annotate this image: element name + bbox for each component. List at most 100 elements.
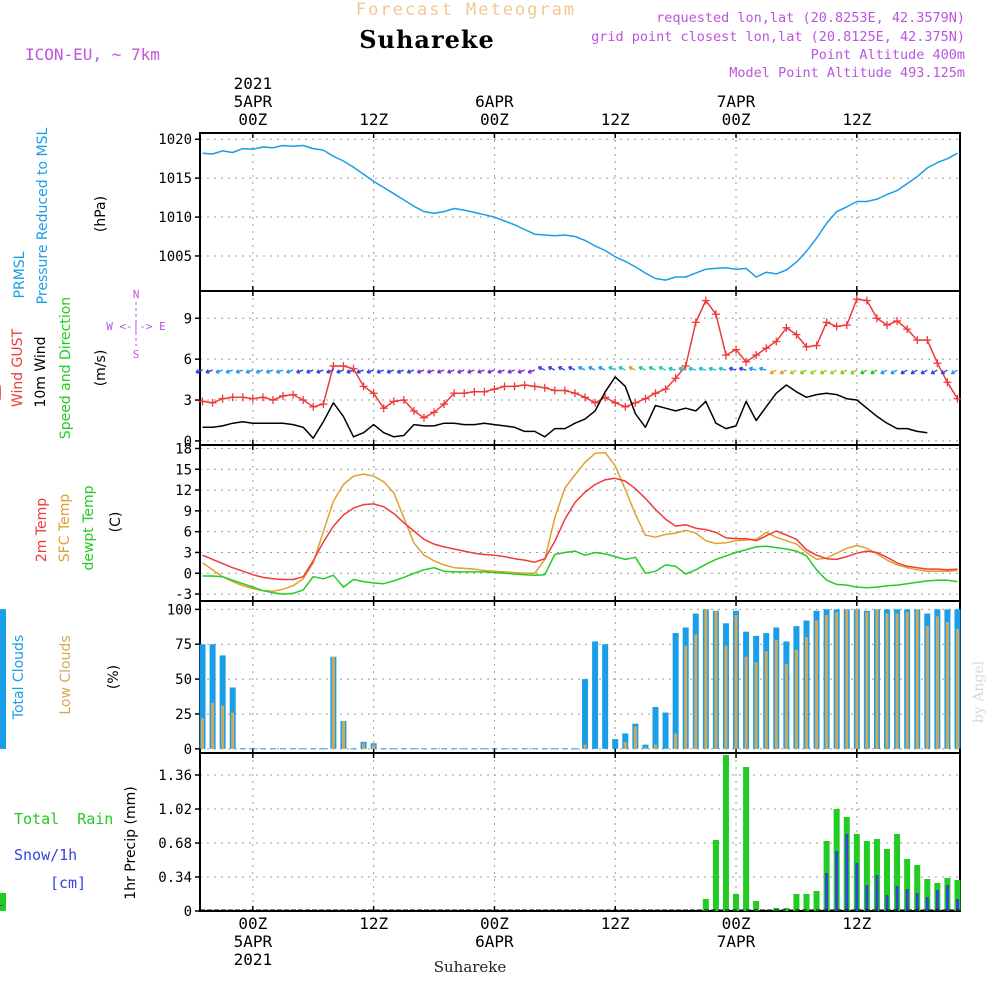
wind-direction-arrow [860, 370, 864, 374]
y-tick-label: 0.68 [158, 836, 192, 852]
rain-bar [884, 849, 891, 911]
wind-direction-arrow [910, 370, 914, 374]
wind-direction-arrow [406, 369, 411, 373]
y-tick-label: 0 [184, 566, 192, 582]
wind-10m-line [202, 376, 928, 439]
low-clouds-bar [915, 609, 919, 749]
top-time-label: 12Z [601, 110, 630, 129]
rain-bar [0, 909, 6, 911]
wind-direction-arrow [255, 369, 260, 373]
wind-direction-arrow [477, 369, 481, 373]
product-title: Forecast Meteogram [356, 0, 576, 20]
bottom-time-label: 5APR [234, 932, 273, 951]
low-clouds-bar [643, 747, 647, 749]
compass-north: N [133, 288, 140, 301]
wind-direction-arrow [688, 366, 693, 369]
y-tick-label: 15 [175, 462, 192, 478]
y-tick-label: 18 [175, 441, 192, 457]
snow-bar [885, 895, 889, 911]
low-clouds-bar [372, 744, 376, 749]
low-clouds-bar [744, 656, 748, 749]
top-time-label: 00Z [480, 110, 509, 129]
wind-direction-arrow [245, 369, 250, 373]
wind-direction-arrow [416, 369, 421, 373]
rain-bar [722, 755, 729, 911]
wind-direction-arrow [950, 370, 954, 374]
rain-bar [753, 901, 760, 911]
wind-direction-arrow [265, 369, 270, 373]
wind-direction-arrow [306, 369, 310, 373]
wind-direction-arrow [789, 370, 793, 374]
snow-bar [825, 873, 829, 911]
y-tick-label: 0.34 [158, 870, 192, 886]
wind-direction-arrow [890, 370, 894, 374]
temp-2m-label: 2m Temp [34, 498, 50, 562]
low-clouds-bar [905, 612, 909, 749]
wind-direction-arrow [799, 370, 803, 374]
rain-bar [813, 891, 820, 911]
point-altitude: Point Altitude 400m [811, 47, 965, 63]
total-rain-label: Total Rain [14, 810, 113, 828]
gust-line [202, 298, 959, 419]
location-title: Suhareke [359, 25, 495, 54]
wind-direction-arrow [749, 366, 753, 369]
wind-direction-arrow [830, 370, 833, 374]
low-clouds-bar [684, 645, 688, 749]
temp-unit-label: (C) [108, 512, 124, 533]
snow-bar [925, 897, 929, 911]
wind-direction-arrow [346, 369, 350, 373]
low-clouds-bar [714, 610, 718, 749]
low-clouds-bar [945, 621, 949, 749]
bottom-time-label: 7APR [717, 932, 756, 951]
low-clouds-bar [623, 741, 627, 749]
top-time-label: 00Z [238, 110, 267, 129]
wind-direction-arrow [386, 369, 390, 373]
rain-bar [733, 894, 740, 911]
wind-direction-arrow [316, 369, 320, 373]
bottom-time-label: 12Z [842, 914, 871, 933]
wind-direction-arrow [870, 370, 874, 374]
total-clouds-bar [209, 644, 216, 749]
model-name: ICON-EU, ~ 7km [25, 45, 160, 64]
snow-bar [835, 851, 839, 911]
wind-unit-label: (m/s) [93, 350, 109, 387]
low-clouds-bar [774, 640, 778, 749]
wind-direction-arrow [205, 369, 209, 373]
wind-direction-arrow [225, 369, 229, 373]
wind-direction-arrow [850, 370, 854, 374]
wind-direction-arrow [940, 370, 944, 374]
total-clouds-bar [582, 679, 589, 749]
y-tick-label: 100 [167, 602, 192, 618]
low-clouds-bar [935, 616, 939, 749]
y-tick-label: 6 [184, 525, 192, 541]
total-clouds-bar [622, 733, 629, 749]
grid-point-coordinates: grid point closest lon,lat (20.8125E, 42… [591, 29, 965, 45]
top-time-label: 12Z [842, 110, 871, 129]
wind-direction-arrow [840, 370, 844, 374]
snow-bar [915, 893, 919, 911]
low-clouds-bar [231, 712, 235, 749]
low-clouds-bar [895, 613, 899, 749]
y-tick-label: 75 [175, 637, 192, 653]
y-tick-label: 50 [175, 672, 192, 688]
wind-direction-arrow [930, 370, 934, 374]
wind-direction-arrow [880, 370, 884, 374]
low-clouds-bar [724, 645, 728, 749]
rain-bar [914, 865, 921, 911]
total-clouds-bar [219, 655, 226, 749]
sfc-temp-label: SFC Temp [57, 494, 73, 563]
low-clouds-bar [694, 634, 698, 749]
wind-direction-arrow [336, 369, 340, 373]
snow-bar [865, 885, 869, 911]
low-clouds-bar [653, 744, 657, 749]
precip-unit-label: 1hr Precip (mm) [123, 786, 139, 899]
bottom-time-label: 12Z [601, 914, 630, 933]
panel2-labels: Wind GUST 10m Wind Speed and Direction (… [10, 288, 166, 439]
dewpt-temp-line [202, 545, 958, 595]
low-clouds-bar [784, 663, 788, 749]
wind-direction-arrow [426, 369, 431, 373]
low-clouds-bar [633, 726, 637, 749]
top-time-label: 12Z [359, 110, 388, 129]
rain-bar [702, 899, 709, 911]
snow-bar [935, 890, 939, 911]
